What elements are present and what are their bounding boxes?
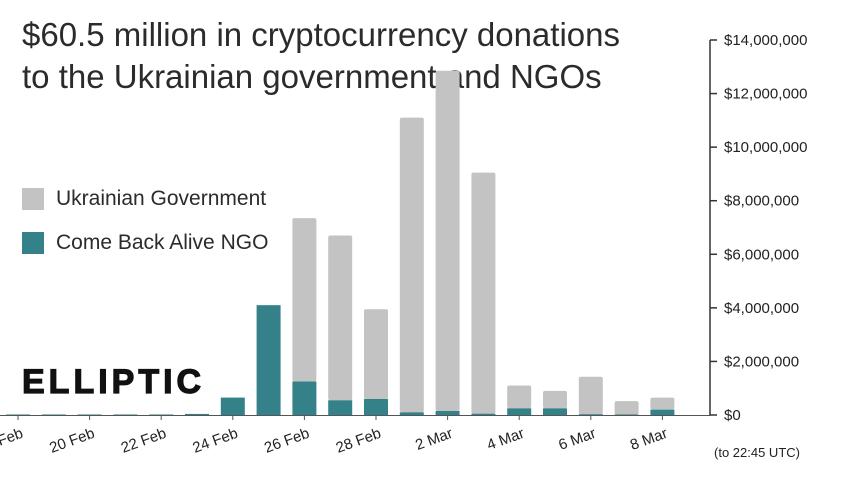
bar-ngo [399,412,424,415]
bar-ngo [507,408,532,415]
y-tick-label: $12,000,000 [724,86,807,103]
legend-swatch-ngo [22,232,44,254]
bar-ngo [149,414,174,416]
bar-ngo [256,305,281,415]
y-tick-label: $4,000,000 [724,300,799,317]
x-tick-label: 24 Feb [190,425,240,457]
x-tick-label: 4 Mar [485,425,527,454]
bar-ngo [578,414,603,415]
bar-government [614,401,639,415]
bar-ngo [6,414,30,416]
bar-ngo [543,408,567,415]
x-tick-label: 2 Mar [413,425,455,454]
bar-ngo [292,381,317,415]
bar-ngo [435,410,460,415]
x-tick-label: 28 Feb [334,425,384,457]
x-tick-label: 8 Mar [628,425,670,454]
bar-government [292,218,317,382]
bar-government [578,376,603,415]
legend-item-ngo: Come Back Alive NGO [22,224,268,262]
x-tick-label: 26 Feb [262,425,312,457]
bar-government [328,235,353,401]
bar-ngo [113,414,138,416]
y-tick-label: $14,000,000 [724,32,807,49]
bar-government [507,385,532,409]
bar-ngo [650,409,675,415]
x-tick-label: 22 Feb [119,425,169,457]
bar-government [543,390,567,409]
bar-ngo [471,413,496,415]
bar-government [471,172,496,414]
y-tick-label: $0 [724,407,741,424]
bar-ngo [77,414,102,416]
bar-government [399,117,424,413]
y-tick-label: $6,000,000 [724,246,799,263]
y-tick-label: $8,000,000 [724,193,799,210]
bar-ngo [364,398,388,415]
bar-ngo [185,413,209,415]
bar-government [364,309,388,399]
legend-label-government: Ukrainian Government [56,187,267,210]
bar-government [650,397,675,410]
elliptic-logo: ELLIPTIC [22,362,205,401]
bar-ngo [328,400,353,415]
chart-title: $60.5 million in cryptocurrency donation… [22,16,620,95]
legend-label-ngo: Come Back Alive NGO [56,231,269,254]
legend-swatch-government [22,188,44,210]
x-tick-label: 20 Feb [47,425,97,457]
bar-government [435,70,460,411]
bar-ngo [41,414,66,416]
legend-item-government: Ukrainian Government [22,180,268,218]
elliptic-logo-text: ELLIPTIC [22,363,205,401]
x-axis-note: (to 22:45 UTC) [714,445,800,460]
bar-ngo [614,414,639,416]
y-tick-label: $10,000,000 [724,139,807,156]
y-tick-label: $2,000,000 [724,353,799,370]
x-tick-label: 6 Mar [556,425,598,454]
legend: Ukrainian Government Come Back Alive NGO [22,180,268,268]
x-tick-label: 18 Feb [0,425,25,457]
